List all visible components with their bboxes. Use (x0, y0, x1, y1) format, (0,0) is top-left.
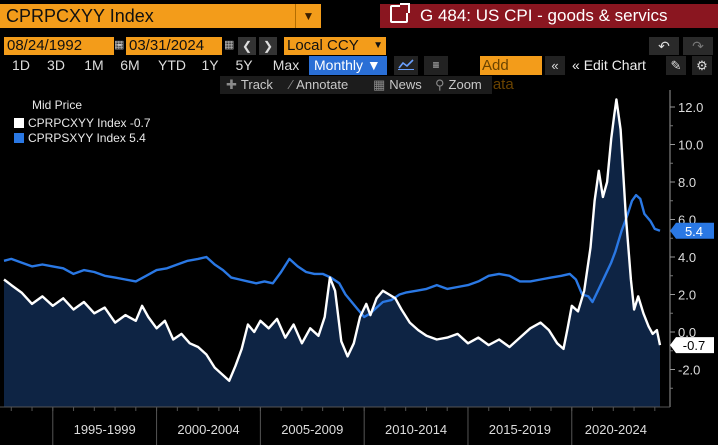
prev-period-button[interactable]: ❮ (238, 37, 256, 55)
y-tick-label: 10.0 (678, 138, 703, 153)
page-title: G 484: US CPI - goods & servics (420, 6, 668, 25)
legend-label: CPRPSXYY Index 5.4 (28, 131, 146, 145)
legend-item-2: CPRPSXYY Index 5.4 (14, 131, 146, 145)
range-button-1d[interactable]: 1D (12, 57, 30, 73)
last-value-tag-bg (670, 222, 714, 239)
x-tick-label: 2015-2019 (489, 422, 551, 437)
collapse-icon: « (572, 57, 580, 73)
last-value-tag-label: -0.7 (683, 338, 705, 353)
chevron-down-icon: ▼ (366, 57, 381, 73)
next-period-button[interactable]: ❯ (259, 37, 277, 55)
page-title-bar: G 484: US CPI - goods & servics (380, 3, 718, 28)
gear-icon[interactable]: ⚙ (692, 56, 712, 75)
zoom-tool[interactable]: ⚲ Zoom (435, 76, 482, 94)
search-icon: ⚲ (435, 77, 445, 92)
crosshair-icon: ✚ (226, 77, 237, 92)
range-button-1y[interactable]: 1Y (201, 57, 219, 73)
frequency-value: Monthly (314, 57, 364, 73)
last-value-tag-label: 5.4 (685, 224, 703, 239)
x-tick-label: 2005-2009 (281, 422, 343, 437)
news-tool[interactable]: ▦ News (373, 76, 422, 94)
edit-chart-button[interactable]: « Edit Chart (572, 56, 646, 75)
legend-header: Mid Price (32, 98, 83, 112)
end-date-input[interactable]: 03/31/2024 (126, 37, 222, 55)
range-button-5y[interactable]: 5Y (235, 57, 253, 73)
track-tool[interactable]: ✚ Track (226, 76, 273, 94)
calendar-icon[interactable]: ▦ (224, 39, 235, 51)
ticker-dropdown-icon[interactable]: ▼ (295, 4, 321, 28)
collapse-icon[interactable]: « (545, 56, 565, 75)
y-tick-label: 2.0 (678, 288, 696, 303)
range-toolbar: 1D 3D 1M 6M YTD 1Y 5Y Max Monthly ▼ ≡ Ad… (0, 55, 718, 93)
y-tick-label: -2.0 (678, 363, 700, 378)
settings-dropdown-icon[interactable]: ≡ (424, 56, 448, 75)
legend-item-1: CPRPCXYY Index -0.7 (14, 116, 151, 130)
undo-icon[interactable]: ↶ (649, 37, 679, 55)
edit-chart-label: Edit Chart (583, 57, 646, 73)
x-tick-label: 1995-1999 (74, 422, 136, 437)
series-line-cprpcxyy-index[interactable] (3, 98, 662, 382)
y-tick-label: 8.0 (678, 175, 696, 190)
last-value-tag: 5.4 (670, 222, 714, 239)
y-tick-label: 12.0 (678, 100, 703, 115)
pencil-icon[interactable]: ✎ (666, 56, 686, 75)
x-tick-label: 2000-2004 (177, 422, 239, 437)
range-button-ytd[interactable]: YTD (158, 57, 186, 73)
date-separator: - (117, 36, 122, 53)
legend-swatch (14, 133, 24, 143)
news-label: News (389, 77, 422, 92)
range-button-3d[interactable]: 3D (47, 57, 65, 73)
date-controls: 08/24/1992 ▦ - 03/31/2024 ▦ ❮ ❯ Local CC… (0, 35, 718, 55)
chart-legend: Mid Price CPRPCXYY Index -0.7 CPRPSXYY I… (10, 98, 170, 148)
chart-tools: ✚ Track ∕ Annotate ▦ News ⚲ Zoom (220, 76, 492, 94)
line-chart-icon[interactable] (394, 56, 418, 75)
y-tick-label: 4.0 (678, 250, 696, 265)
x-tick-label: 2020-2024 (585, 422, 647, 437)
legend-swatch (14, 118, 24, 128)
annotate-label: Annotate (296, 77, 349, 92)
external-link-icon[interactable] (390, 3, 410, 23)
ticker-field[interactable]: CPRPCXYY Index (0, 4, 295, 28)
top-bar: CPRPCXYY Index ▼ G 484: US CPI - goods &… (0, 0, 718, 33)
legend-label: CPRPCXYY Index -0.7 (28, 116, 151, 130)
redo-icon[interactable]: ↷ (683, 37, 713, 55)
news-icon: ▦ (373, 77, 386, 92)
calendar-icon[interactable]: ▦ (114, 39, 125, 51)
annotate-icon: ∕ (290, 77, 293, 92)
range-button-1m[interactable]: 1M (84, 57, 104, 73)
frequency-select[interactable]: Monthly ▼ (309, 56, 387, 75)
last-value-tag-bg (670, 337, 714, 354)
currency-select[interactable]: Local CCY ▼ (284, 37, 386, 55)
track-label: Track (240, 77, 273, 92)
currency-value: Local CCY (287, 37, 359, 54)
y-tick-label: 0.0 (678, 325, 696, 340)
start-date-input[interactable]: 08/24/1992 (4, 37, 114, 55)
x-tick-label: 2010-2014 (385, 422, 447, 437)
range-button-6m[interactable]: 6M (120, 57, 140, 73)
range-button-max[interactable]: Max (272, 57, 300, 73)
annotate-tool[interactable]: ∕ Annotate (290, 76, 348, 94)
chevron-down-icon: ▼ (373, 40, 383, 51)
zoom-label: Zoom (448, 77, 482, 92)
last-value-tag: -0.7 (670, 337, 714, 354)
